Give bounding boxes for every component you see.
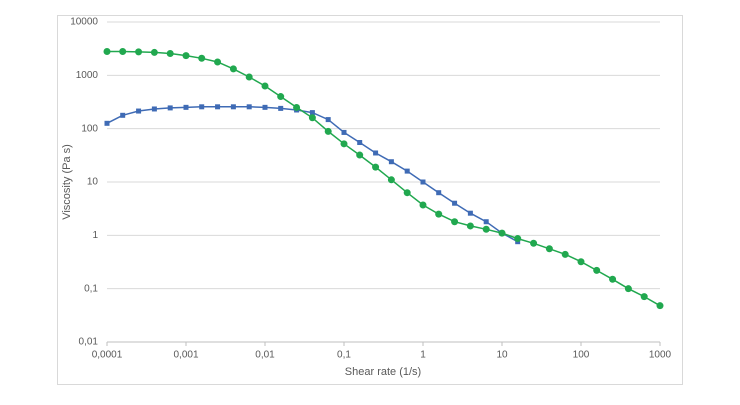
data-point <box>387 176 395 184</box>
y-tick-label: 10 <box>87 177 99 188</box>
x-tick-label: 0,0001 <box>92 350 123 361</box>
data-point <box>262 104 268 110</box>
y-tick-label: 0,01 <box>79 337 99 348</box>
data-point <box>467 210 473 216</box>
data-point <box>357 140 363 146</box>
data-point <box>183 104 189 110</box>
y-tick-label: 1000 <box>76 70 99 81</box>
data-point <box>214 58 222 66</box>
data-point <box>119 47 127 55</box>
x-tick-label: 1 <box>420 350 426 361</box>
data-point <box>151 106 157 112</box>
x-tick-label: 0,001 <box>173 350 198 361</box>
data-point <box>103 47 111 55</box>
data-point <box>373 150 379 156</box>
data-point <box>372 163 380 171</box>
data-point <box>561 250 569 258</box>
x-tick-label: 0,1 <box>337 350 351 361</box>
y-tick-label: 1 <box>92 230 98 241</box>
data-point <box>435 210 443 218</box>
data-point <box>278 105 284 111</box>
x-tick-label: 0,01 <box>255 350 275 361</box>
x-tick-label: 1000 <box>649 350 672 361</box>
data-point <box>230 104 236 110</box>
data-point <box>482 225 490 233</box>
data-point <box>483 219 489 225</box>
y-tick-label: 0,1 <box>84 283 98 294</box>
data-point <box>530 239 538 247</box>
y-axis-title: Viscosity (Pa s) <box>61 144 73 220</box>
data-point <box>324 127 332 135</box>
data-point <box>136 108 142 114</box>
data-point <box>451 218 459 226</box>
x-axis-title: Shear rate (1/s) <box>345 366 421 378</box>
data-point <box>293 103 301 111</box>
data-point <box>246 104 252 110</box>
data-point <box>309 110 315 116</box>
data-point <box>229 65 237 73</box>
data-point <box>577 258 585 266</box>
data-point <box>593 266 601 274</box>
data-point <box>609 275 617 283</box>
data-point <box>120 112 126 118</box>
data-point <box>215 104 221 110</box>
data-point <box>388 159 394 165</box>
data-point <box>261 82 269 90</box>
data-point <box>403 189 411 197</box>
data-point <box>640 293 648 301</box>
data-point <box>104 120 110 126</box>
data-point <box>308 114 316 122</box>
chart-frame <box>57 15 683 385</box>
data-point <box>277 93 285 101</box>
data-point <box>420 179 426 185</box>
data-point <box>514 235 522 243</box>
y-tick-label: 10000 <box>70 17 98 28</box>
data-point <box>199 104 205 110</box>
x-tick-label: 100 <box>573 350 590 361</box>
data-point <box>452 200 458 206</box>
data-point <box>167 105 173 111</box>
data-point <box>436 190 442 196</box>
data-point <box>245 73 253 81</box>
y-tick-label: 100 <box>81 123 98 134</box>
data-point <box>656 302 664 310</box>
data-point <box>325 117 331 123</box>
data-point <box>624 285 632 293</box>
data-point <box>166 49 174 57</box>
data-point <box>198 54 206 62</box>
data-point <box>419 201 427 209</box>
data-point <box>356 151 364 159</box>
data-point <box>498 229 506 237</box>
data-point <box>545 245 553 253</box>
data-point <box>341 129 347 135</box>
data-point <box>466 222 474 230</box>
data-point <box>135 48 143 56</box>
data-point <box>182 52 190 60</box>
data-point <box>150 48 158 56</box>
data-point <box>340 140 348 148</box>
data-point <box>404 168 410 174</box>
x-tick-label: 10 <box>496 350 508 361</box>
